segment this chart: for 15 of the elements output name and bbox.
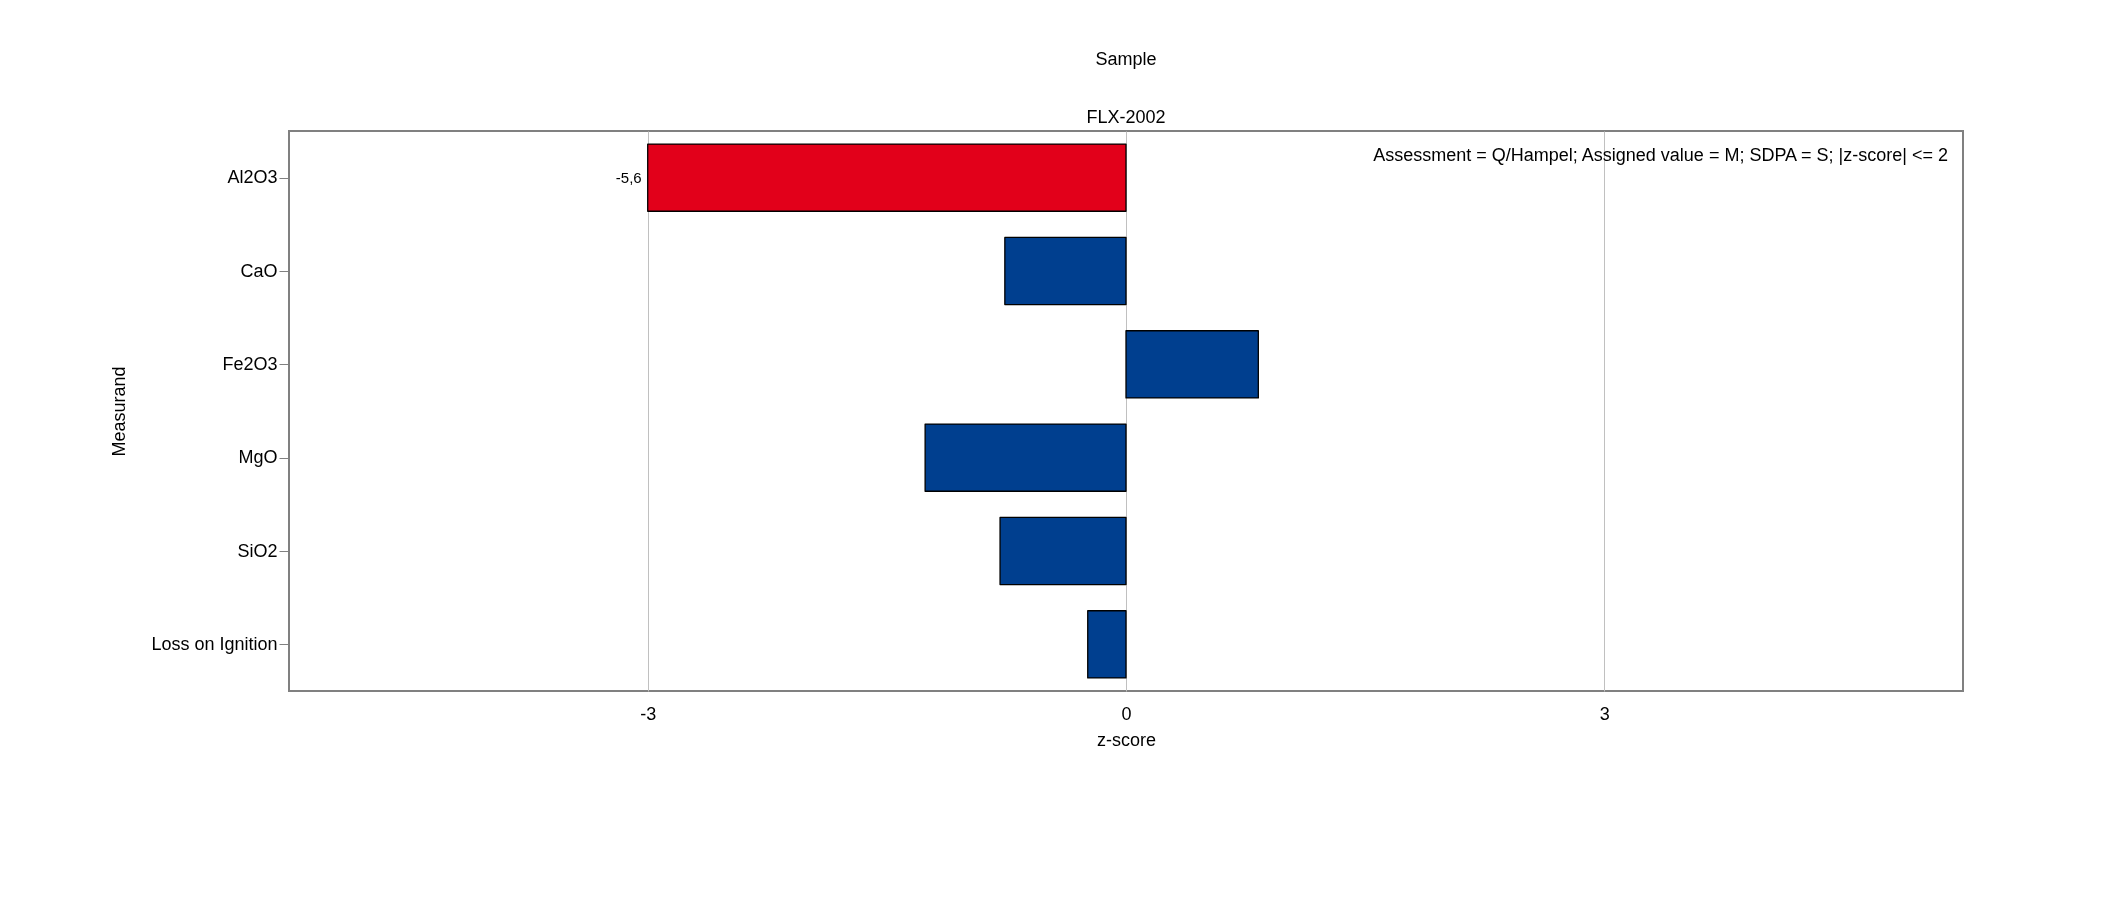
annotation: -5,6 [615, 168, 642, 186]
y-tick-label: Fe2O3 [222, 353, 278, 374]
x-tick-label: 3 [1599, 703, 1610, 724]
y-tick-label: CaO [240, 260, 278, 281]
y-tick-label: Loss on Ignition [151, 633, 278, 654]
chart-subtitle: FLX-2002 [1086, 107, 1166, 127]
x-axis-title: z-score [1096, 729, 1157, 750]
y-axis-title: Measurand [109, 366, 130, 457]
y-tick-label: SiO2 [237, 540, 278, 561]
chart-title: Sample [1095, 49, 1157, 69]
annotation: Assessment = Q/Hampel; Assigned value = M; SDPA = S; |z-score| <= 2 [1373, 145, 1948, 165]
x-tick-label: -3 [640, 703, 657, 724]
y-tick-label: MgO [238, 447, 278, 468]
x-tick-label: 0 [1121, 703, 1132, 724]
y-tick-label: Al2O3 [227, 167, 278, 188]
